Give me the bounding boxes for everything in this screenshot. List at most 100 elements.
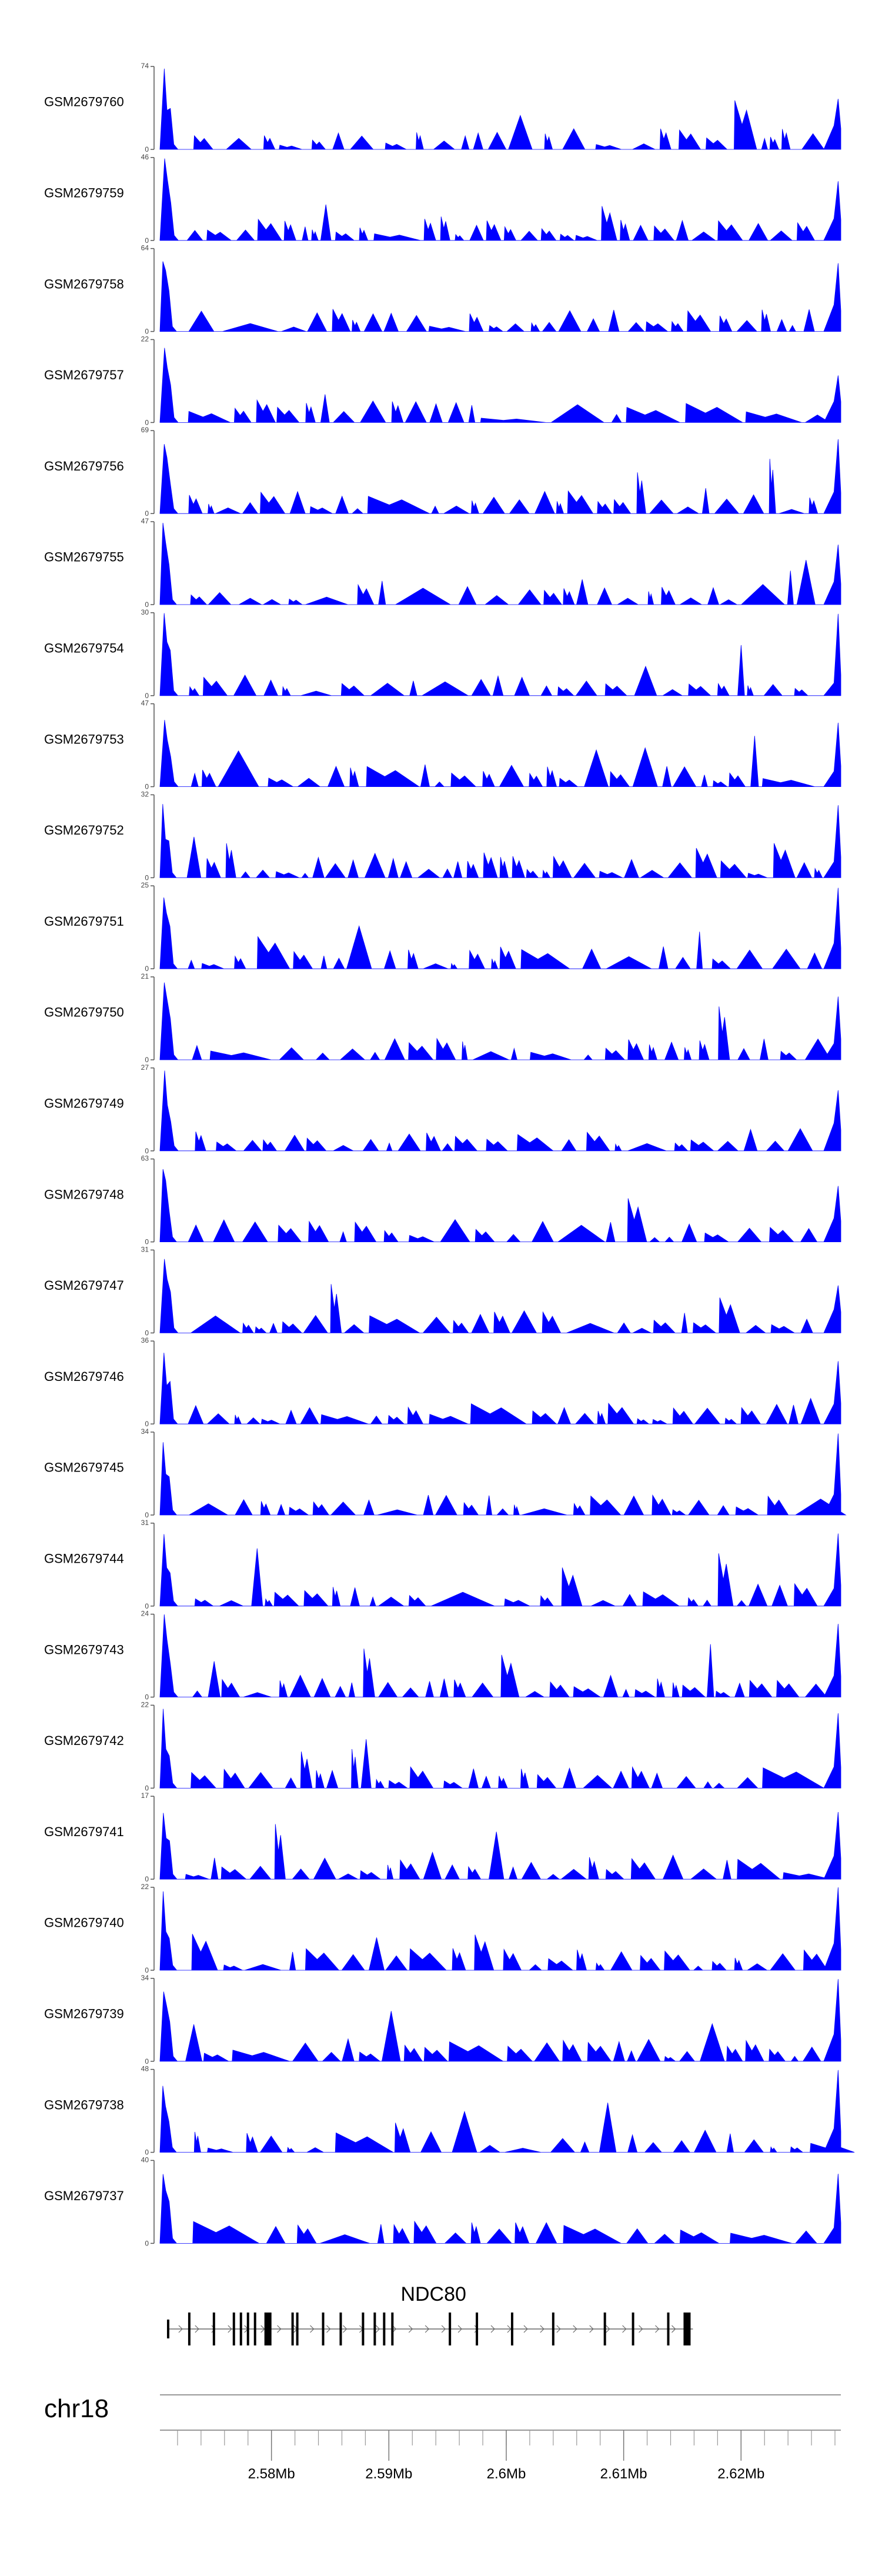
coverage-area <box>159 982 841 1060</box>
y-min-label: 0 <box>145 1420 149 1428</box>
y-min-label: 0 <box>145 1602 149 1610</box>
track-label: GSM2679759 <box>44 185 124 200</box>
strand-arrow <box>573 2325 577 2333</box>
track-GSM2679745: GSM2679745 34 0 <box>44 1427 847 1519</box>
track-label: GSM2679747 <box>44 1278 124 1293</box>
y-min-label: 0 <box>145 783 149 791</box>
y-max-label: 34 <box>141 1974 149 1982</box>
y-max-label: 30 <box>141 608 149 616</box>
exon-block <box>291 2313 294 2345</box>
track-GSM2679737: GSM2679737 40 0 <box>44 2155 841 2247</box>
track-label: GSM2679756 <box>44 459 124 473</box>
track-label: GSM2679739 <box>44 2006 124 2021</box>
strand-arrow <box>622 2325 627 2333</box>
coverage-area <box>159 1353 841 1424</box>
y-min-label: 0 <box>145 1238 149 1246</box>
y-max-label: 47 <box>141 517 149 525</box>
exon-block <box>239 2313 242 2345</box>
track-GSM2679760: GSM2679760 74 0 <box>44 62 841 154</box>
exon-block <box>373 2313 376 2345</box>
y-max-label: 47 <box>141 699 149 708</box>
exon-block <box>476 2313 479 2345</box>
strand-arrow <box>375 2325 380 2333</box>
exon-block <box>166 2320 169 2338</box>
exon-block <box>212 2313 215 2345</box>
track-GSM2679742: GSM2679742 22 0 <box>44 1700 841 1792</box>
coverage-area <box>159 1614 841 1697</box>
y-min-label: 0 <box>145 2148 149 2157</box>
gene-annotation-track: NDC80 <box>166 2283 693 2345</box>
strand-arrow <box>490 2325 495 2333</box>
exon-block <box>552 2313 554 2345</box>
exon-block <box>232 2313 235 2345</box>
track-label: GSM2679748 <box>44 1187 124 1202</box>
coverage-area <box>159 1259 841 1333</box>
y-min-label: 0 <box>145 1693 149 1701</box>
x-tick-label: 2.61Mb <box>600 2466 647 2482</box>
track-label: GSM2679743 <box>44 1642 124 1657</box>
strand-arrow <box>228 2325 232 2333</box>
y-min-label: 0 <box>145 1329 149 1337</box>
y-min-label: 0 <box>145 328 149 336</box>
y-min-label: 0 <box>145 965 149 973</box>
coverage-area <box>159 2174 841 2244</box>
coverage-area <box>159 158 841 241</box>
exon-block <box>188 2313 191 2345</box>
track-label: GSM2679752 <box>44 823 124 837</box>
y-max-label: 69 <box>141 426 149 434</box>
track-label: GSM2679753 <box>44 732 124 746</box>
x-tick-label: 2.62Mb <box>717 2466 764 2482</box>
exon-block <box>683 2313 691 2345</box>
y-min-label: 0 <box>145 2057 149 2066</box>
track-GSM2679739: GSM2679739 34 0 <box>44 1974 841 2066</box>
exon-block <box>632 2313 634 2345</box>
y-max-label: 17 <box>141 1791 149 1800</box>
track-label: GSM2679760 <box>44 95 124 109</box>
coverage-area <box>159 348 841 423</box>
chromosome-label: chr18 <box>44 2394 109 2423</box>
strand-arrow <box>195 2325 199 2333</box>
track-label: GSM2679741 <box>44 1824 124 1839</box>
y-max-label: 34 <box>141 1427 149 1436</box>
track-label: GSM2679744 <box>44 1551 124 1566</box>
y-max-label: 74 <box>141 62 149 70</box>
y-min-label: 0 <box>145 1056 149 1064</box>
track-GSM2679759: GSM2679759 46 0 <box>44 153 841 245</box>
y-min-label: 0 <box>145 1784 149 1792</box>
y-min-label: 0 <box>145 873 149 882</box>
track-GSM2679743: GSM2679743 24 0 <box>44 1610 841 1701</box>
strand-arrow <box>343 2325 348 2333</box>
y-max-label: 27 <box>141 1063 149 1072</box>
track-GSM2679748: GSM2679748 63 0 <box>44 1154 841 1246</box>
y-max-label: 40 <box>141 2155 149 2164</box>
track-GSM2679741: GSM2679741 17 0 <box>44 1791 841 1883</box>
x-tick-label: 2.6Mb <box>487 2466 526 2482</box>
track-GSM2679740: GSM2679740 22 0 <box>44 1883 841 1974</box>
coverage-tracks: GSM2679760740GSM2679759460GSM2679758640G… <box>44 62 855 2247</box>
y-max-label: 22 <box>141 1700 149 1709</box>
coverage-area <box>159 2070 855 2153</box>
coverage-area <box>159 1433 847 1516</box>
exon-block <box>667 2313 670 2345</box>
coverage-area <box>159 439 841 514</box>
strand-arrow <box>441 2325 446 2333</box>
strand-arrow <box>606 2325 610 2333</box>
exon-block <box>322 2313 325 2345</box>
strand-arrow <box>310 2325 315 2333</box>
coverage-area <box>159 1070 841 1152</box>
track-GSM2679747: GSM2679747 31 0 <box>44 1245 841 1337</box>
coverage-area <box>159 613 841 696</box>
strand-arrow <box>326 2325 331 2333</box>
exon-block <box>296 2313 299 2345</box>
track-GSM2679749: GSM2679749 27 0 <box>44 1063 841 1155</box>
strand-arrow <box>425 2325 430 2333</box>
track-label: GSM2679749 <box>44 1096 124 1110</box>
track-GSM2679754: GSM2679754 30 0 <box>44 608 841 700</box>
strand-arrow <box>457 2325 462 2333</box>
coverage-area <box>159 804 841 878</box>
y-max-label: 63 <box>141 1154 149 1163</box>
track-GSM2679752: GSM2679752 32 0 <box>44 790 841 882</box>
y-min-label: 0 <box>145 509 149 518</box>
y-min-label: 0 <box>145 600 149 609</box>
